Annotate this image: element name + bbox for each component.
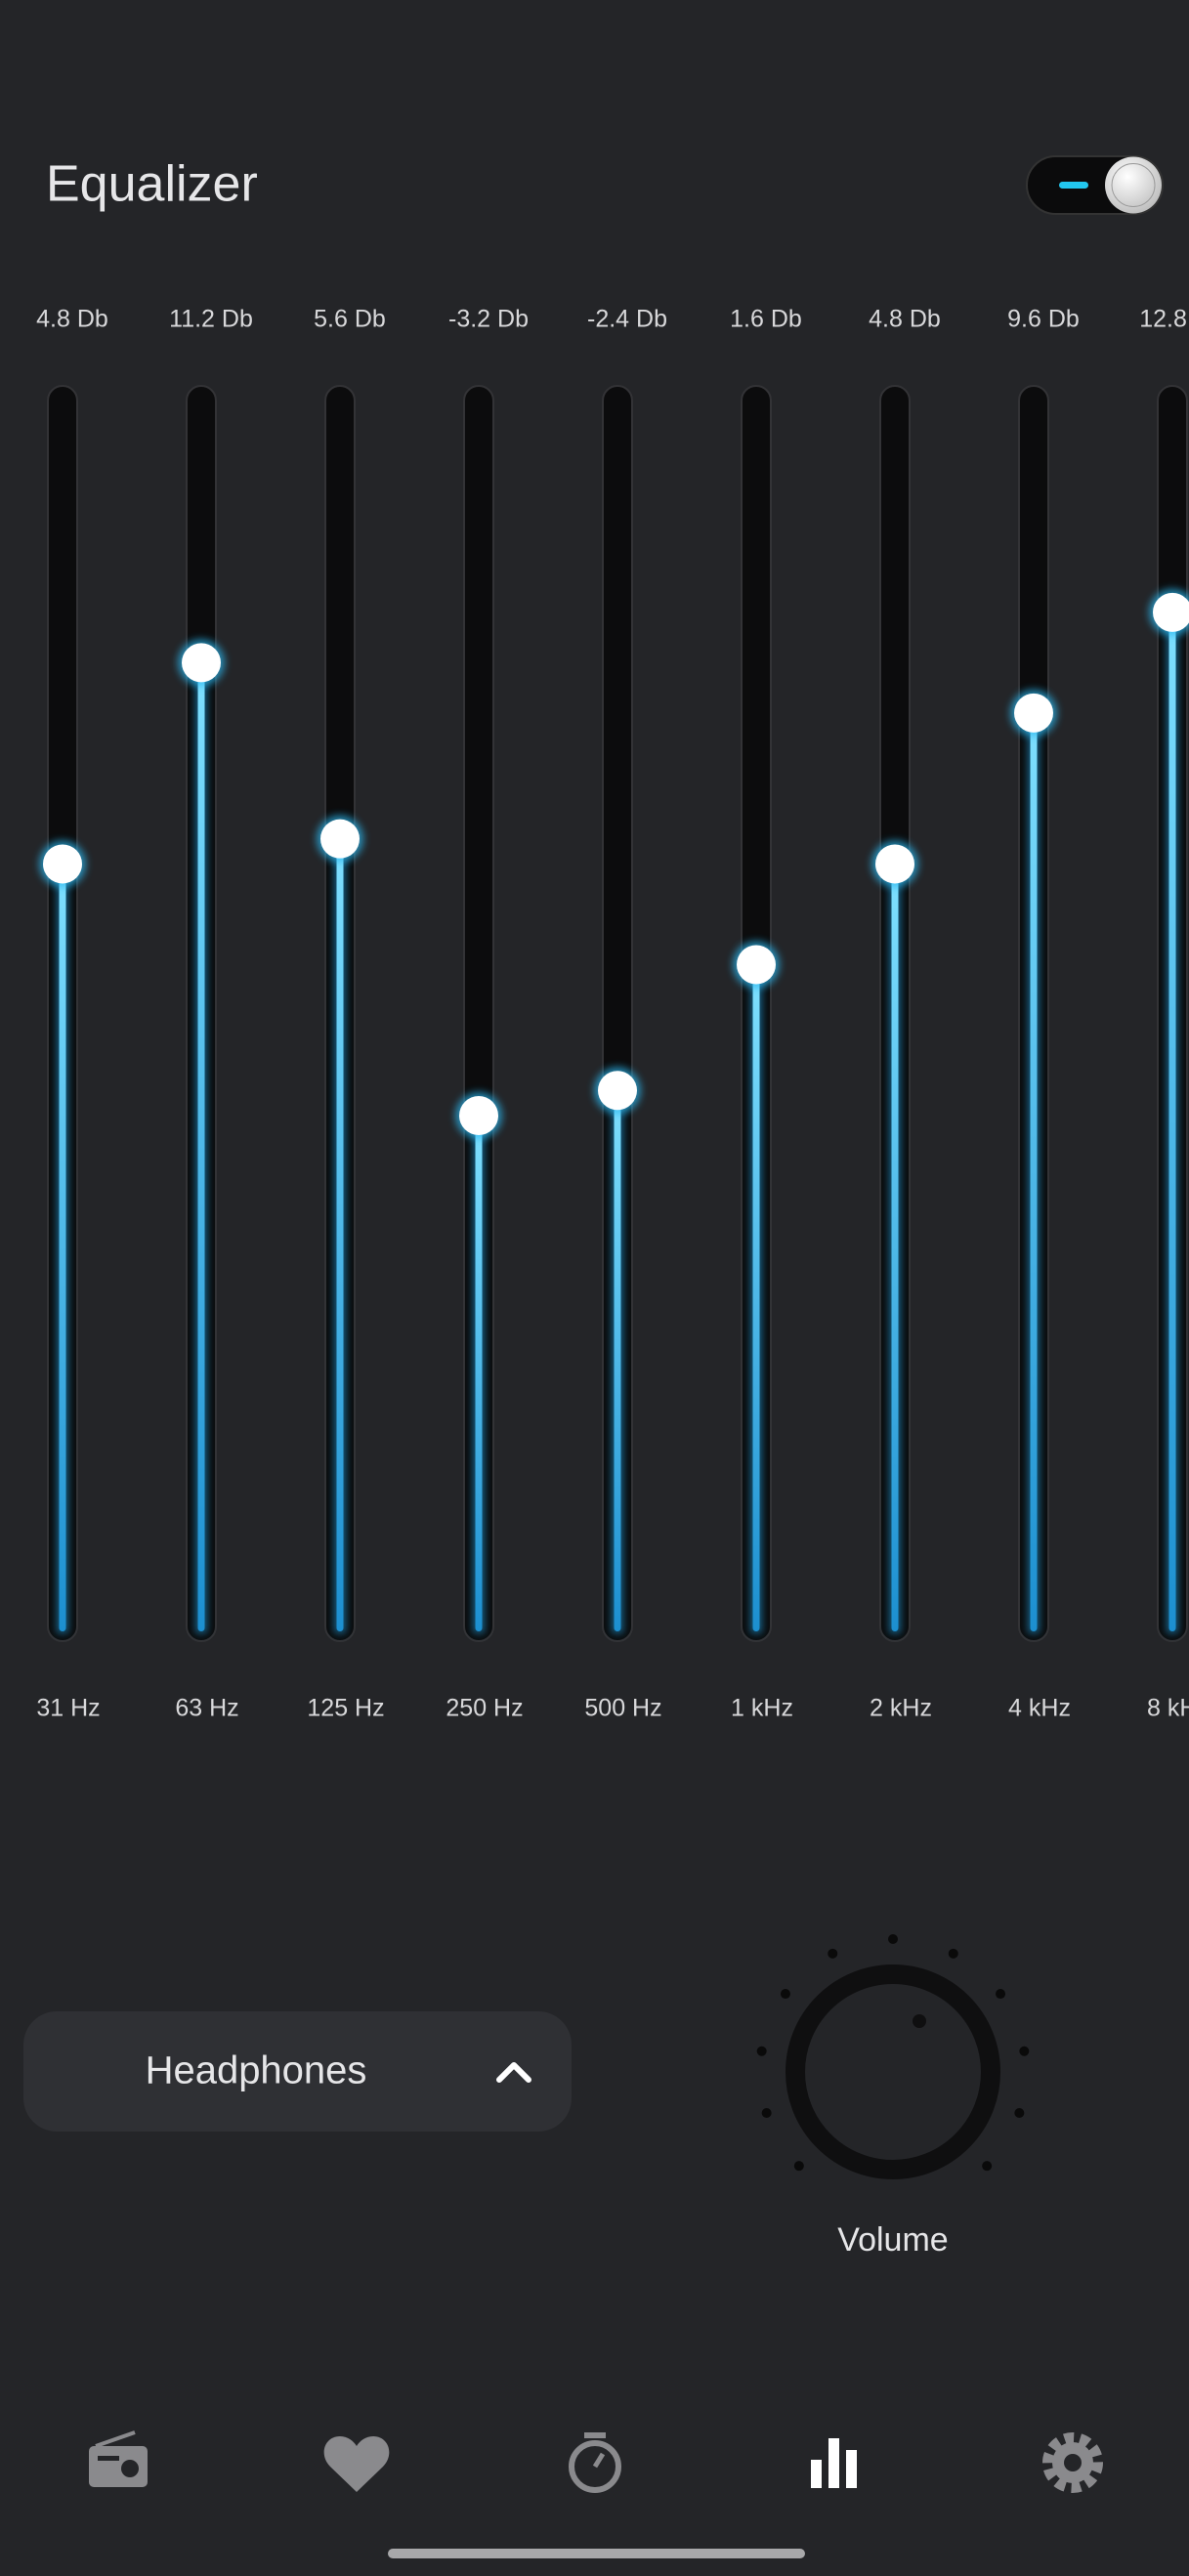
gain-label: 9.6 Db xyxy=(1007,306,1080,333)
gain-label: 11.2 Db xyxy=(169,306,253,333)
slider-knob[interactable] xyxy=(598,1071,637,1111)
preset-label: Headphones xyxy=(146,2049,367,2092)
slider-knob[interactable] xyxy=(875,844,914,884)
nav-equalizer[interactable] xyxy=(811,2438,857,2488)
slider-knob[interactable] xyxy=(182,643,221,683)
slider-knob[interactable] xyxy=(459,1096,498,1136)
slider-knob[interactable] xyxy=(320,819,360,859)
frequency-label: 2 kHz xyxy=(870,1695,932,1722)
gain-label: 4.8 Db xyxy=(36,306,108,333)
dial-dot xyxy=(761,2108,772,2119)
home-indicator xyxy=(388,2549,805,2558)
slider-fill xyxy=(197,662,205,1631)
slider-fill xyxy=(1168,612,1176,1631)
dial-dot xyxy=(756,2046,767,2056)
frequency-label: 31 Hz xyxy=(36,1695,100,1722)
chevron-up xyxy=(496,2062,531,2083)
nav-radio[interactable] xyxy=(89,2430,148,2487)
equalizer-bands: 4.8 Db 31 Hz 11.2 Db 63 Hz 5.6 Db 125 Hz -3.2 … xyxy=(36,306,1189,1722)
gain-label: -3.2 Db xyxy=(448,306,529,333)
slider-fill xyxy=(59,864,66,1631)
nav-settings[interactable] xyxy=(1042,2432,1103,2493)
gain-label: -2.4 Db xyxy=(587,306,667,333)
dial-dot xyxy=(888,1934,898,1944)
dial-dot xyxy=(996,1989,1006,2000)
frequency-label: 8 kHz xyxy=(1147,1695,1189,1722)
bottom-nav xyxy=(89,2430,1103,2493)
nav-timer[interactable] xyxy=(569,2432,621,2493)
dial-dot xyxy=(1014,2108,1025,2119)
title: Equalizer xyxy=(46,156,258,213)
slider-knob[interactable] xyxy=(1153,592,1189,632)
slider-track xyxy=(463,385,494,1642)
slider-knob[interactable] xyxy=(1014,693,1053,733)
slider-fill xyxy=(336,838,344,1631)
gain-label: 1.6 Db xyxy=(730,306,802,333)
dial-dot xyxy=(982,2161,993,2172)
frequency-label: 1 kHz xyxy=(731,1695,793,1722)
frequency-label: 4 kHz xyxy=(1008,1695,1071,1722)
frequency-label: 125 Hz xyxy=(307,1695,384,1722)
slider-fill xyxy=(475,1116,483,1631)
volume-knob[interactable] xyxy=(756,1934,1030,2179)
gain-label: 4.8 Db xyxy=(869,306,941,333)
slider-fill xyxy=(752,964,760,1631)
slider-track xyxy=(602,385,633,1642)
dial-dot xyxy=(948,1948,958,1959)
equalizer-toggle[interactable] xyxy=(1026,155,1164,215)
gain-label: 12.8 Db xyxy=(1139,306,1189,333)
slider-fill xyxy=(614,1090,621,1631)
dial-dot xyxy=(793,2161,804,2172)
frequency-label: 63 Hz xyxy=(175,1695,238,1722)
slider-knob[interactable] xyxy=(43,844,82,884)
frequency-label: 250 Hz xyxy=(446,1695,523,1722)
dial-dot xyxy=(828,1948,838,1959)
dial-dot xyxy=(1019,2046,1030,2056)
slider-fill xyxy=(891,864,899,1631)
preset-selector[interactable]: Headphones xyxy=(23,2011,572,2132)
gain-label: 5.6 Db xyxy=(314,306,386,333)
slider-fill xyxy=(1030,712,1038,1631)
volume-label: Volume xyxy=(837,2221,948,2259)
slider-knob[interactable] xyxy=(737,945,776,985)
dial-dot xyxy=(780,1989,790,2000)
nav-favorites[interactable] xyxy=(323,2436,390,2492)
frequency-label: 500 Hz xyxy=(584,1695,661,1722)
